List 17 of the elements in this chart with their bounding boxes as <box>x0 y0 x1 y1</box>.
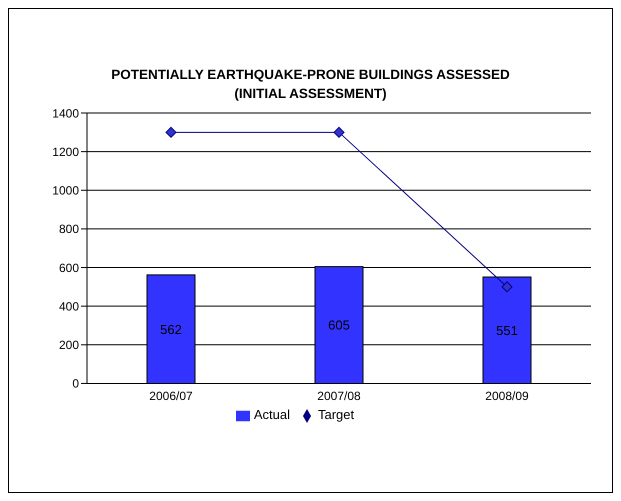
y-tick-label: 800 <box>58 222 80 236</box>
data-label: 551 <box>496 322 518 338</box>
y-tick-label: 1400 <box>52 106 80 120</box>
y-tick-label: 1000 <box>52 184 80 198</box>
x-tick-label: 2006/07 <box>149 388 194 403</box>
x-tick-label: 2007/08 <box>317 388 362 403</box>
y-tick-label: 200 <box>58 338 80 352</box>
x-tick-label: 2008/09 <box>485 388 530 403</box>
legend-label: Target <box>318 407 354 422</box>
chart-title: POTENTIALLY EARTHQUAKE-PRONE BUILDINGS ASSESSED (INITIAL ASSESSMENT) <box>110 66 511 103</box>
legend-label: Actual <box>254 407 290 422</box>
y-tick-label: 1200 <box>52 144 80 159</box>
y-tick-label: 0 <box>72 376 80 391</box>
y-tick-label: 400 <box>58 299 80 314</box>
y-tick-label: 600 <box>58 260 80 275</box>
data-label: 562 <box>160 322 182 337</box>
data-label: 605 <box>328 318 350 333</box>
